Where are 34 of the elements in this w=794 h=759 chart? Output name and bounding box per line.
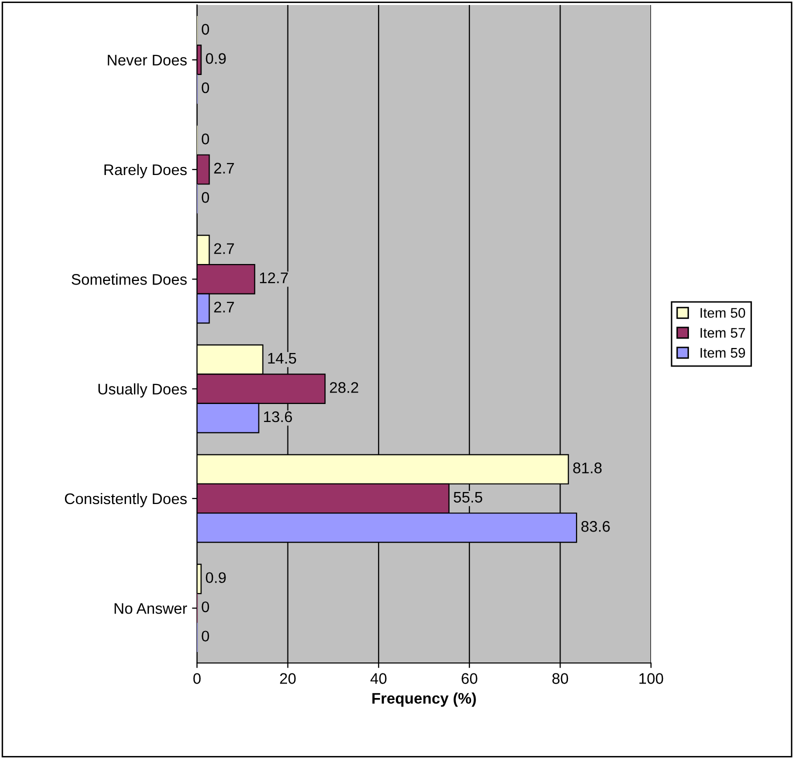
x-tick-label: 0 — [193, 673, 201, 684]
data-label: 0 — [202, 601, 210, 612]
data-label: 13.6 — [264, 411, 292, 422]
data-label: 12.7 — [260, 272, 288, 284]
data-label: 2.7 — [214, 302, 234, 312]
x-tick-label: 20 — [280, 673, 296, 684]
x-tick-label: 100 — [639, 673, 664, 684]
y-tick-label: Sometimes Does — [72, 274, 187, 285]
data-label: 81.8 — [573, 462, 602, 474]
x-tick-label: 40 — [370, 673, 386, 684]
x-tick-label: 80 — [552, 673, 568, 684]
data-label: 28.2 — [330, 382, 358, 393]
data-label: 0 — [202, 134, 210, 144]
data-label: 55.5 — [454, 492, 482, 503]
y-tick-label: Consistently Does — [64, 492, 187, 508]
data-label: 2.7 — [214, 243, 234, 254]
data-label: 0 — [202, 630, 210, 642]
data-label: 0.9 — [206, 53, 226, 64]
data-label: 0 — [202, 192, 210, 203]
y-tick-label: No Answer — [114, 603, 188, 614]
data-label: 0 — [202, 82, 210, 94]
data-label: 83.6 — [581, 521, 610, 532]
y-tick-label: Never Does — [108, 54, 187, 66]
data-label: 0.9 — [206, 572, 226, 584]
data-label: 14.5 — [268, 353, 296, 364]
data-label: 2.7 — [214, 162, 234, 174]
data-label: 0 — [202, 24, 210, 35]
y-tick-label: Rarely Does — [104, 164, 187, 178]
legend-label: Item 57 — [700, 328, 745, 338]
legend-label: Item 50 — [700, 308, 746, 318]
y-tick-label: Usually Does — [98, 383, 187, 398]
x-tick-label: 60 — [462, 673, 478, 684]
legend-label: Item 59 — [700, 348, 746, 358]
x-axis-title: Frequency (%) — [372, 692, 476, 707]
